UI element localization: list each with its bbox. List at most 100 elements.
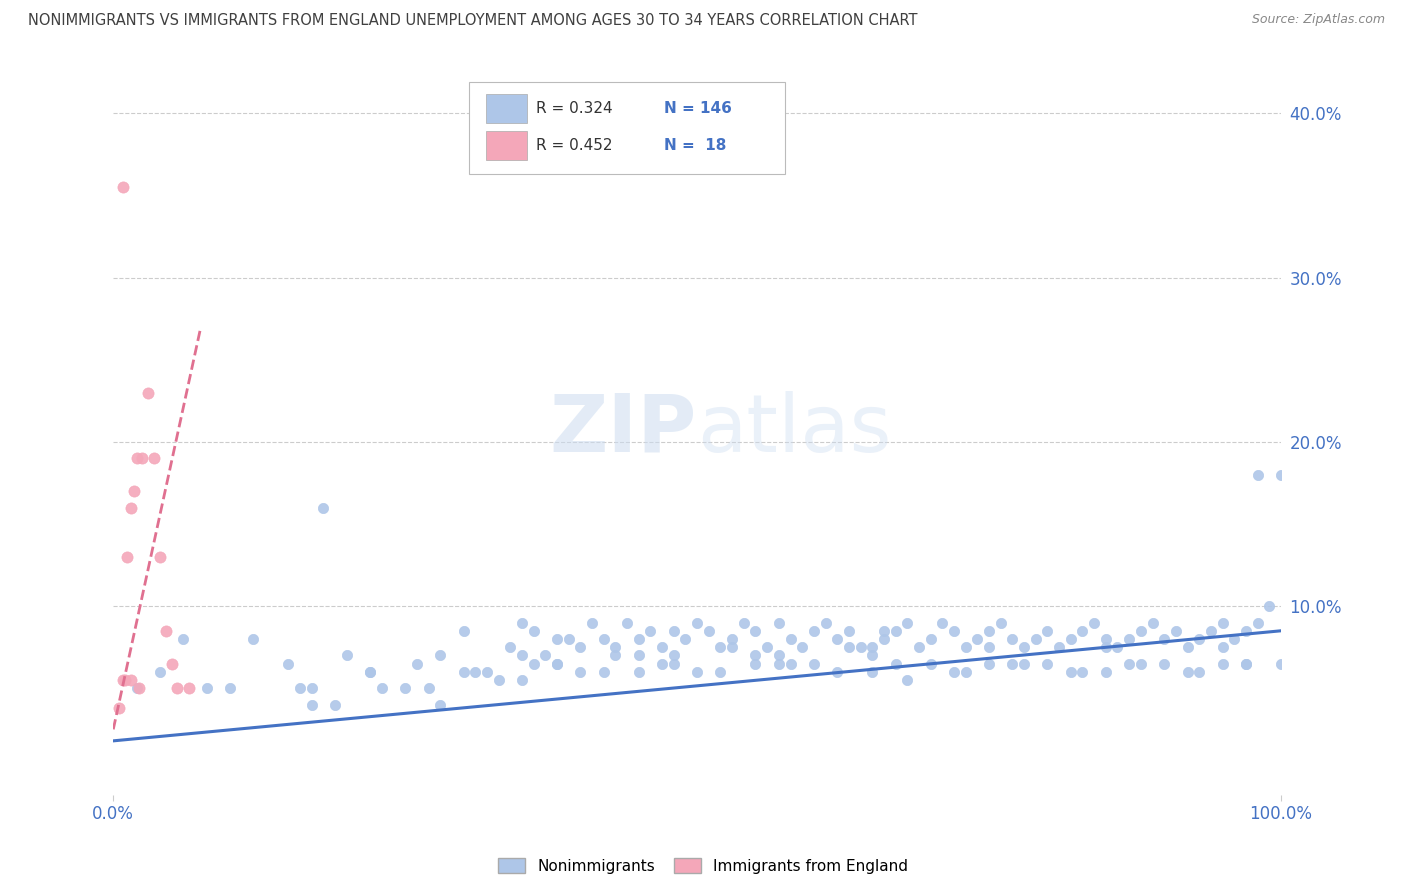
Point bbox=[1234, 657, 1257, 671]
Point bbox=[744, 624, 766, 638]
Point bbox=[860, 640, 883, 655]
Point bbox=[1188, 665, 1211, 679]
Point bbox=[111, 673, 134, 687]
Point bbox=[977, 624, 1000, 638]
FancyBboxPatch shape bbox=[485, 94, 527, 123]
Point bbox=[662, 648, 685, 663]
Point bbox=[627, 648, 650, 663]
Point bbox=[160, 657, 183, 671]
Text: R = 0.324: R = 0.324 bbox=[536, 101, 613, 116]
Point bbox=[131, 451, 153, 466]
Point bbox=[149, 549, 172, 564]
Point bbox=[1234, 657, 1257, 671]
Point bbox=[128, 681, 150, 696]
Point bbox=[990, 615, 1012, 630]
Point bbox=[943, 665, 966, 679]
Point bbox=[120, 500, 142, 515]
Point bbox=[686, 615, 709, 630]
Point bbox=[803, 624, 825, 638]
Point bbox=[453, 665, 475, 679]
Point bbox=[756, 640, 779, 655]
Point bbox=[312, 500, 335, 515]
Point bbox=[896, 673, 918, 687]
Text: N = 146: N = 146 bbox=[665, 101, 733, 116]
Point bbox=[418, 681, 440, 696]
Point bbox=[651, 640, 673, 655]
Point bbox=[860, 665, 883, 679]
Point bbox=[709, 640, 731, 655]
Point bbox=[744, 648, 766, 663]
Point bbox=[546, 657, 568, 671]
Point bbox=[592, 665, 614, 679]
Point bbox=[686, 665, 709, 679]
Point bbox=[1036, 657, 1059, 671]
Point bbox=[825, 665, 848, 679]
Point bbox=[523, 624, 546, 638]
Point bbox=[523, 657, 546, 671]
Point bbox=[1212, 640, 1234, 655]
Point bbox=[651, 657, 673, 671]
Point bbox=[943, 624, 966, 638]
Point bbox=[860, 648, 883, 663]
Point bbox=[429, 698, 451, 712]
FancyBboxPatch shape bbox=[485, 130, 527, 160]
Point bbox=[1083, 615, 1105, 630]
Point bbox=[709, 665, 731, 679]
Point bbox=[172, 632, 194, 646]
Point bbox=[1177, 665, 1199, 679]
Point bbox=[779, 657, 801, 671]
Point bbox=[605, 648, 627, 663]
Point bbox=[510, 673, 533, 687]
Text: R = 0.452: R = 0.452 bbox=[536, 137, 613, 153]
Point bbox=[931, 615, 953, 630]
Point bbox=[768, 648, 790, 663]
Point bbox=[592, 632, 614, 646]
Point bbox=[120, 673, 142, 687]
Point bbox=[662, 657, 685, 671]
Point bbox=[966, 632, 988, 646]
Point bbox=[124, 484, 146, 499]
Text: N =  18: N = 18 bbox=[665, 137, 727, 153]
Point bbox=[1212, 615, 1234, 630]
Point bbox=[1270, 657, 1292, 671]
Text: NONIMMIGRANTS VS IMMIGRANTS FROM ENGLAND UNEMPLOYMENT AMONG AGES 30 TO 34 YEARS : NONIMMIGRANTS VS IMMIGRANTS FROM ENGLAND… bbox=[28, 13, 918, 29]
Point bbox=[219, 681, 242, 696]
Point bbox=[1177, 640, 1199, 655]
Point bbox=[1047, 640, 1070, 655]
Point bbox=[277, 657, 299, 671]
Point bbox=[242, 632, 264, 646]
Point bbox=[1025, 632, 1047, 646]
Point bbox=[825, 632, 848, 646]
Point bbox=[453, 624, 475, 638]
Point bbox=[108, 701, 131, 715]
Point bbox=[733, 615, 755, 630]
Point bbox=[371, 681, 394, 696]
Point bbox=[166, 681, 188, 696]
Point bbox=[323, 698, 346, 712]
Point bbox=[908, 640, 931, 655]
Point bbox=[1060, 665, 1083, 679]
Point bbox=[1199, 624, 1222, 638]
Point bbox=[125, 681, 148, 696]
Text: ZIP: ZIP bbox=[550, 391, 697, 468]
Point bbox=[1258, 599, 1281, 614]
Point bbox=[920, 657, 942, 671]
Point bbox=[849, 640, 872, 655]
Point bbox=[955, 665, 977, 679]
Point bbox=[1129, 657, 1152, 671]
Point bbox=[779, 632, 801, 646]
Point bbox=[111, 180, 134, 194]
Point bbox=[149, 665, 172, 679]
Point bbox=[884, 624, 907, 638]
Point bbox=[569, 640, 592, 655]
Point bbox=[179, 681, 201, 696]
Point bbox=[814, 615, 837, 630]
Point bbox=[394, 681, 416, 696]
Point bbox=[1001, 632, 1024, 646]
Point bbox=[1164, 624, 1187, 638]
Point bbox=[1012, 640, 1035, 655]
Point bbox=[195, 681, 218, 696]
Point bbox=[1153, 657, 1175, 671]
Point bbox=[1107, 640, 1129, 655]
Legend: Nonimmigrants, Immigrants from England: Nonimmigrants, Immigrants from England bbox=[492, 852, 914, 880]
